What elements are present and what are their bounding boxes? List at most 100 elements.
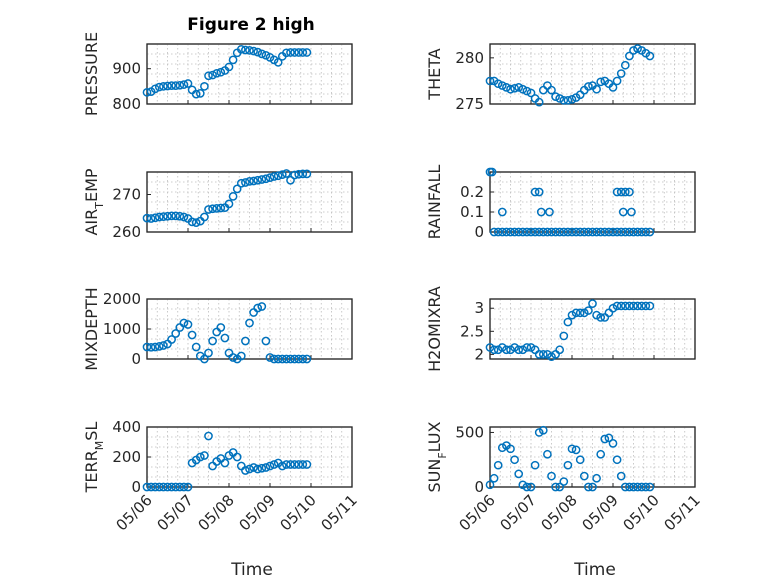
x-tick-label: 05/09 [579,491,622,534]
data-point [637,482,647,492]
x-tick-label: 05/10 [620,491,663,534]
data-point [216,203,226,213]
data-point [163,482,172,492]
data-point [163,81,172,91]
y-axis-label: PRESSURE [82,32,101,116]
data-point [493,460,503,470]
data-point [502,227,511,237]
subplot-3: 260 270 AIRTEMP [82,168,353,241]
y-tick-label: 0.2 [460,183,484,201]
data-point [534,97,544,107]
data-point [167,482,176,492]
y-tick-label: 0.1 [460,203,484,221]
y-tick-label: 2000 [103,290,141,308]
data-point [241,178,250,187]
axes-frame [489,298,696,360]
data-point [200,354,209,364]
data-point [526,482,536,492]
data-point [228,55,238,65]
data-point [596,449,606,459]
data-point [195,452,205,462]
data-point [555,94,565,103]
data-point [575,227,585,237]
y-axis-label-main: TERR [82,450,101,493]
y-axis-label-rest: LUX [425,421,444,452]
data-point [637,301,647,311]
data-point [167,211,176,221]
y-axis-label-rest: EMP [82,168,101,202]
y-tick-label: 275 [455,95,484,113]
data-point [625,482,634,492]
data-point [645,301,655,311]
data-point [514,83,524,92]
data-point [530,460,540,470]
data-point [510,455,519,465]
data-point [547,85,556,95]
data-point [497,227,507,237]
x-tick-label: 05/07 [154,491,197,534]
data-point [629,482,638,492]
x-tick-label: 05/07 [497,491,540,534]
data-point [518,84,528,94]
data-point [616,187,626,197]
data-point [534,350,544,359]
data-point [559,477,569,486]
data-point [620,301,630,311]
data-point [167,81,176,90]
y-axis-label: TERRMSL [82,422,106,494]
axes-frame [489,43,696,105]
y-axis-label: SUNFLUX [425,421,449,492]
data-point [175,211,185,221]
data-point [538,227,548,237]
data-point [555,227,565,237]
data-point [534,227,544,237]
data-point [522,482,532,492]
data-point [273,354,283,364]
data-point [627,207,636,217]
data-point [592,473,601,483]
data-point [167,335,176,344]
data-point [526,88,536,98]
data-point [290,354,299,364]
data-point [616,227,626,237]
y-tick-label: 0 [474,478,484,496]
data-point [179,80,189,89]
data-point [175,482,185,492]
data-point [241,45,250,55]
data-point [282,460,291,469]
data-point [208,204,217,214]
data-point [487,167,497,177]
x-axis-label-left: Time [230,560,273,580]
data-point [567,444,577,454]
data-point [154,82,164,92]
y-axis-label-subscript: F [436,452,449,458]
data-point [220,458,230,468]
data-point [633,44,642,53]
data-point [559,95,569,105]
data-point [604,433,614,443]
data-point [588,227,597,237]
data-point [575,455,585,465]
data-point [596,313,606,322]
data-point [241,336,250,346]
data-point [294,169,304,179]
data-point [514,227,524,237]
data-point [249,463,258,472]
x-axis-label-right: Time [573,560,616,580]
data-point [282,169,291,178]
data-point [249,46,258,56]
data-point [269,460,279,469]
subplot-2: 275 280 THETA [425,43,696,113]
x-tick-label: 05/08 [195,491,238,534]
data-point [179,212,189,222]
data-point [485,480,495,490]
data-point [502,345,511,355]
y-tick-label: 0 [474,223,484,241]
data-point [253,175,263,185]
data-point [257,49,267,59]
data-point [604,227,614,237]
data-point [616,301,626,311]
data-point [302,460,312,469]
data-point [261,336,271,346]
y-axis-label-main: SUN [425,459,444,493]
